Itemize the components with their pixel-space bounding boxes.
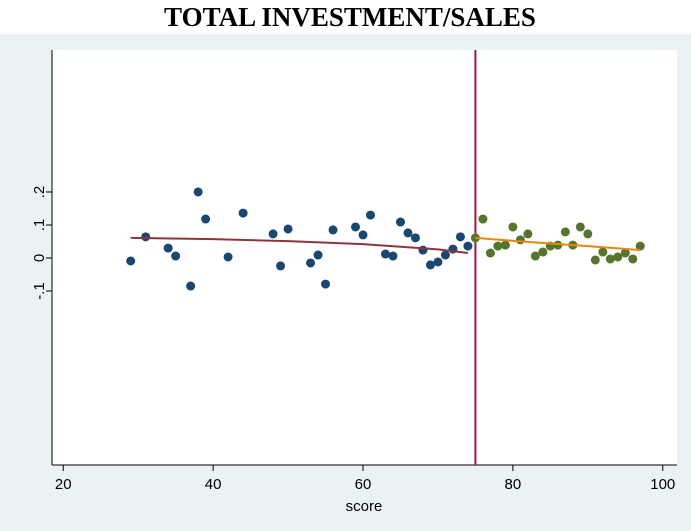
x-tick-label: 20 [55,476,72,493]
point [418,245,428,255]
point [590,255,600,265]
x-tick-label: 60 [355,476,372,493]
point [560,227,570,237]
point [515,235,525,245]
y-tick-label: -.1 [31,282,48,300]
point [403,228,413,238]
point [365,210,375,220]
point [141,232,151,242]
y-tick-label: 0 [31,254,48,262]
point [380,249,390,259]
point [485,248,495,258]
point [358,230,368,240]
point [538,247,548,257]
point [238,208,248,218]
y-tick-label: .2 [31,186,48,199]
point [628,254,638,264]
chart-title: TOTAL INVESTMENT/SALES [164,2,536,32]
point [523,229,533,239]
point [478,214,488,224]
point [500,240,510,250]
point [306,258,316,268]
point [530,251,540,261]
fit-line [475,236,641,252]
point [575,222,585,232]
x-tick-label: 80 [505,476,522,493]
x-axis-label: score [346,498,383,515]
point [613,252,623,262]
point [171,251,181,261]
point [455,232,465,242]
point [493,241,503,251]
point [440,250,450,260]
point [605,254,615,264]
point [201,214,211,224]
x-tick-label: 40 [205,476,222,493]
point [276,261,286,271]
point [463,241,473,251]
point [410,233,420,243]
point [388,251,398,261]
point [351,222,361,232]
point [328,225,338,235]
point [583,229,593,239]
fit-line [130,236,469,255]
point [425,260,435,270]
point [635,241,645,251]
point [395,217,405,227]
x-tick-label: 100 [650,476,675,493]
point [283,224,293,234]
point [313,250,323,260]
point [508,222,518,232]
point [193,187,203,197]
point [268,229,278,239]
point [163,243,173,253]
y-tick-label: .1 [31,219,48,232]
point [126,256,136,266]
point [186,281,196,291]
point [223,252,233,262]
point [321,279,331,289]
point [620,248,630,258]
point [433,257,443,267]
plot-area [52,50,677,465]
point [598,247,608,257]
